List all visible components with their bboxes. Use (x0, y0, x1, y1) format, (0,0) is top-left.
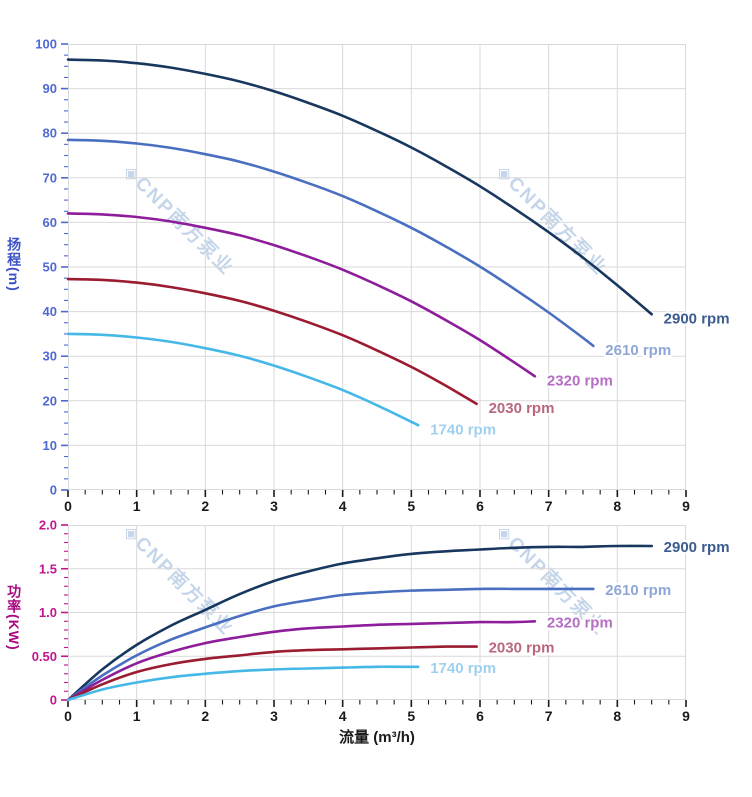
y-tick-label: 0.50 (32, 649, 57, 664)
x-tick-label: 8 (613, 498, 621, 514)
curve-1740-rpm (66, 332, 420, 427)
curve-2320-rpm (66, 212, 537, 378)
x-axis-ticks (67, 700, 687, 707)
x-tick-label: 1 (133, 498, 141, 514)
y-tick-label: 40 (43, 304, 57, 319)
x-tick-label: 5 (407, 498, 415, 514)
curve-2610-rpm (66, 138, 595, 348)
y-axis-ticks (61, 524, 68, 701)
y-tick-labels: 0 10 20 30 40 50 60 70 80 90 100 (35, 37, 57, 498)
curve-label-2030-rpm: 2030 rpm (489, 400, 555, 417)
curve-label-2610-rpm: 2610 rpm (605, 342, 671, 359)
x-axis-title-flow: 流量 (m³/h) (339, 729, 415, 746)
x-tick-labels: 0 1 2 3 4 5 6 7 8 9 (64, 498, 690, 514)
y-axis-title-power: 功率(KW) (6, 584, 23, 651)
curve-2900-rpm (66, 544, 653, 702)
y-tick-label: 100 (35, 37, 57, 52)
x-tick-labels: 0 1 2 3 4 5 6 7 8 9 (64, 708, 690, 724)
x-tick-label: 4 (339, 498, 347, 514)
x-tick-label: 4 (339, 708, 347, 724)
x-tick-label: 6 (476, 498, 484, 514)
x-tick-label: 7 (545, 498, 553, 514)
grid (68, 525, 686, 700)
x-tick-label: 6 (476, 708, 484, 724)
x-tick-label: 0 (64, 708, 72, 724)
y-tick-label: 0 (50, 483, 57, 498)
chart-1: 0 1 2 3 4 5 6 7 8 9 0 0.50 1.0 1.5 2.0 2900 rpm 2610 rpm… (32, 518, 732, 725)
y-tick-label: 2.0 (39, 518, 57, 533)
curve-2610-rpm (66, 587, 595, 702)
x-tick-label: 2 (201, 708, 209, 724)
x-tick-label: 1 (133, 708, 141, 724)
curve-label-2900-rpm: 2900 rpm (664, 310, 730, 327)
y-tick-label: 90 (43, 81, 57, 96)
x-tick-label: 8 (613, 708, 621, 724)
x-tick-label: 7 (545, 708, 553, 724)
y-tick-label: 20 (43, 393, 57, 408)
y-tick-label: 70 (43, 170, 57, 185)
curve-2900-rpm (66, 58, 653, 316)
curve-label-1740-rpm: 1740 rpm (430, 660, 496, 677)
y-axis-ticks (61, 43, 68, 491)
x-tick-label: 9 (682, 498, 690, 514)
x-tick-label: 3 (270, 708, 278, 724)
y-tick-label: 30 (43, 349, 57, 364)
grid (68, 44, 686, 490)
curve-2030-rpm (66, 645, 478, 702)
curve-label-1740-rpm: 1740 rpm (430, 421, 496, 438)
x-tick-label: 5 (407, 708, 415, 724)
curve-1740-rpm (66, 665, 420, 702)
curve-label-2320-rpm: 2320 rpm (547, 372, 613, 389)
x-tick-label: 0 (64, 498, 72, 514)
curve-label-2900-rpm: 2900 rpm (664, 539, 730, 556)
y-tick-label: 1.5 (39, 561, 57, 576)
curve-2320-rpm (66, 620, 537, 702)
curve-label-2610-rpm: 2610 rpm (605, 582, 671, 599)
y-tick-labels: 0 0.50 1.0 1.5 2.0 (32, 518, 57, 708)
curve-2030-rpm (66, 277, 478, 406)
curve-label-2320-rpm: 2320 rpm (547, 614, 613, 631)
x-tick-label: 9 (682, 708, 690, 724)
x-tick-label: 3 (270, 498, 278, 514)
x-axis-ticks (67, 490, 687, 497)
curve-label-2030-rpm: 2030 rpm (489, 640, 555, 657)
y-tick-label: 0 (50, 693, 57, 708)
y-tick-label: 80 (43, 126, 57, 141)
x-tick-label: 2 (201, 498, 209, 514)
y-tick-label: 50 (43, 260, 57, 275)
y-axis-title-head: 扬程(m) (6, 237, 23, 292)
y-tick-label: 60 (43, 215, 57, 230)
y-tick-label: 1.0 (39, 605, 57, 620)
y-tick-label: 10 (43, 438, 57, 453)
